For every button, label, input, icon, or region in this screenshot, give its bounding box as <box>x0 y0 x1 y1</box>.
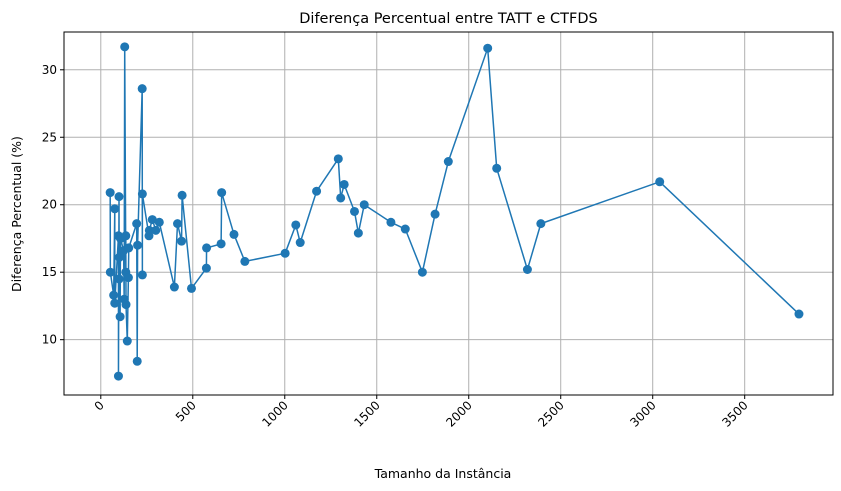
data-point <box>113 371 123 381</box>
data-point <box>109 290 119 300</box>
data-point <box>417 267 427 277</box>
data-point <box>280 248 290 258</box>
x-tick-label: 2500 <box>535 398 566 429</box>
data-point <box>291 220 301 230</box>
data-point <box>120 42 130 52</box>
data-point <box>295 238 305 248</box>
data-point <box>124 243 134 253</box>
data-point <box>229 229 239 239</box>
data-point <box>132 356 142 366</box>
data-point <box>339 179 349 189</box>
data-point <box>483 43 493 53</box>
data-point <box>536 219 546 229</box>
data-point <box>522 265 532 274</box>
data-point <box>137 270 147 280</box>
data-point <box>177 236 187 246</box>
data-point <box>121 300 131 310</box>
data-point <box>114 192 124 202</box>
data-point <box>400 224 410 234</box>
data-point <box>169 282 179 292</box>
data-point <box>121 231 131 241</box>
data-point <box>122 336 132 346</box>
x-tick-label: 0 <box>92 398 107 413</box>
data-point <box>217 188 227 198</box>
data-point <box>443 157 453 167</box>
data-point <box>177 190 187 200</box>
data-point <box>359 200 369 210</box>
data-point <box>794 309 804 319</box>
data-point <box>240 256 250 266</box>
grid-lines <box>64 32 833 395</box>
plot-area-frame <box>63 31 834 396</box>
series-line <box>109 46 800 377</box>
data-point <box>655 177 665 187</box>
data-point <box>133 240 143 250</box>
data-point <box>353 228 363 238</box>
data-point <box>173 219 183 229</box>
y-tick-label: 10 <box>42 333 57 347</box>
data-point <box>386 217 396 227</box>
chart-title: Diferença Percentual entre TATT e CTFDS <box>299 11 598 27</box>
data-point <box>137 84 147 94</box>
data-point <box>202 243 212 253</box>
axis-ticks: 0 500 1000 1500 2000 2500 3000 3500 10 15 20 25 30 <box>42 63 751 430</box>
data-point <box>333 154 343 164</box>
data-point <box>336 193 346 203</box>
data-point <box>144 225 154 235</box>
x-tick-label: 1000 <box>259 398 290 429</box>
x-tick-label: 1500 <box>351 398 382 429</box>
data-point <box>186 283 196 293</box>
data-point <box>154 217 164 227</box>
x-tick-label: 2000 <box>443 398 474 429</box>
data-point <box>123 273 133 283</box>
data-point <box>105 267 115 277</box>
data-point <box>110 298 120 308</box>
data-point <box>110 204 120 214</box>
data-point <box>492 163 502 173</box>
data-point <box>105 188 115 198</box>
y-axis-title: Diferença Percentual (%) <box>9 136 24 292</box>
x-tick-label: 3500 <box>719 398 750 429</box>
data-point <box>201 263 211 273</box>
data-point <box>137 189 147 199</box>
data-point <box>216 239 226 249</box>
y-tick-label: 15 <box>42 265 57 279</box>
data-point <box>312 186 322 196</box>
x-tick-label: 500 <box>173 398 199 424</box>
y-tick-label: 30 <box>42 63 57 77</box>
data-point <box>151 225 161 235</box>
data-point <box>147 215 157 225</box>
data-point <box>132 219 142 229</box>
data-point <box>349 206 359 216</box>
data-series <box>105 42 804 381</box>
x-axis-title: Tamanho da Instância <box>374 466 512 481</box>
x-tick-label: 3000 <box>627 398 658 429</box>
y-tick-label: 20 <box>42 198 57 212</box>
data-point <box>115 312 125 322</box>
y-tick-label: 25 <box>42 130 57 144</box>
data-point <box>114 274 124 284</box>
data-point <box>430 209 440 219</box>
data-point <box>114 252 124 262</box>
